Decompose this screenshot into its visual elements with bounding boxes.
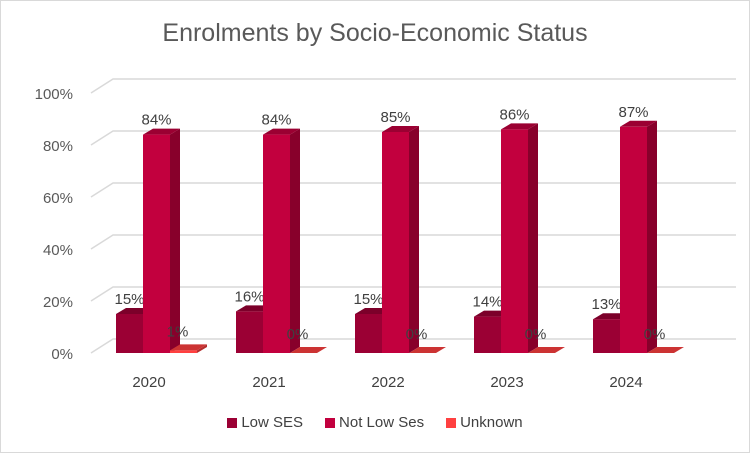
bar-side — [647, 120, 657, 353]
bar — [170, 350, 197, 353]
legend-label: Low SES — [241, 414, 304, 431]
data-label: 14% — [472, 294, 502, 311]
bar-top — [170, 344, 207, 351]
bar — [382, 132, 409, 353]
bar-top — [620, 120, 657, 127]
x-tick-label: 2022 — [371, 374, 404, 391]
data-label: 85% — [380, 109, 410, 126]
bar-side — [170, 128, 180, 353]
x-tick-label: 2020 — [132, 374, 165, 391]
bar-side — [528, 123, 538, 354]
gridline — [90, 78, 736, 94]
data-label: 87% — [618, 104, 648, 121]
legend-item: Unknown — [446, 414, 523, 431]
x-tick-label: 2023 — [490, 374, 523, 391]
bar — [143, 134, 170, 353]
bar-side — [197, 344, 207, 353]
chart-title: Enrolments by Socio-Economic Status — [162, 19, 588, 47]
y-tick-label: 80% — [43, 138, 73, 155]
bar — [474, 316, 501, 353]
data-label: 0% — [644, 326, 666, 343]
bar-top — [382, 126, 419, 132]
legend-label: Unknown — [460, 414, 523, 431]
data-label: 16% — [234, 288, 264, 305]
legend-swatch — [227, 417, 238, 428]
data-label: 0% — [406, 326, 428, 343]
bar — [355, 314, 382, 353]
bar — [116, 314, 143, 353]
y-tick-label: 0% — [51, 346, 73, 363]
bar-top — [263, 128, 300, 135]
bar-top — [290, 347, 327, 353]
data-label: 84% — [261, 112, 291, 129]
data-label: 1% — [167, 323, 189, 340]
data-label: 15% — [353, 291, 383, 308]
legend-swatch — [446, 417, 457, 428]
bar-top — [143, 128, 180, 135]
bar — [501, 129, 528, 353]
data-label: 0% — [287, 326, 309, 343]
y-tick-label: 40% — [43, 242, 73, 259]
bar-top — [501, 123, 538, 130]
y-tick-label: 100% — [35, 86, 73, 103]
bar — [263, 134, 290, 353]
data-label: 13% — [591, 296, 621, 313]
bar-top — [528, 347, 565, 353]
legend-swatch — [325, 417, 336, 428]
bar-top — [647, 347, 684, 353]
x-tick-label: 2024 — [609, 374, 642, 391]
data-label: 84% — [141, 112, 171, 129]
bar-side — [409, 126, 419, 353]
bar-top — [409, 347, 446, 353]
y-tick-label: 20% — [43, 294, 73, 311]
y-tick-label: 60% — [43, 190, 73, 207]
data-label: 0% — [525, 326, 547, 343]
bar — [620, 126, 647, 353]
legend: Low SES Not Low Ses Unknown — [1, 414, 749, 431]
legend-item: Low SES — [227, 414, 303, 431]
legend-item: Not Low Ses — [325, 414, 424, 431]
data-label: 86% — [499, 106, 529, 123]
bar — [593, 319, 620, 353]
legend-label: Not Low Ses — [339, 414, 425, 431]
bar-side — [290, 128, 300, 353]
x-tick-label: 2021 — [252, 374, 285, 391]
data-label: 15% — [114, 291, 144, 308]
bar — [236, 311, 263, 353]
